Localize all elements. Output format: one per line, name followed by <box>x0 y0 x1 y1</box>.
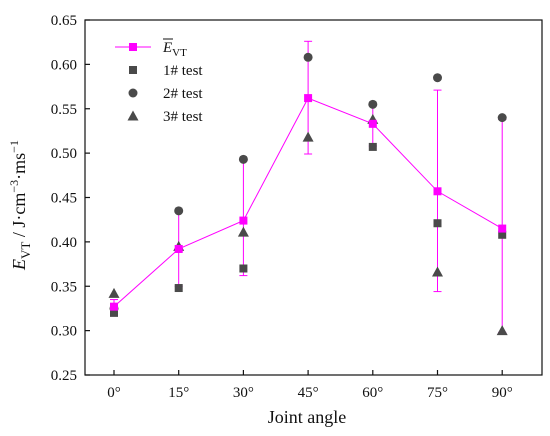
x-tick-label: 45° <box>298 385 319 401</box>
y-axis-label-sub: VT <box>18 242 33 259</box>
legend: EVT 1# test 2# test 3# test <box>115 38 203 125</box>
x-tick-label: 30° <box>233 385 254 401</box>
test-2-point <box>433 73 442 83</box>
test-3-point <box>302 131 314 142</box>
mean-point <box>110 302 118 311</box>
y-tick-label: 0.25 <box>51 368 77 384</box>
test-3-point <box>432 266 443 277</box>
test-3-point <box>108 287 120 298</box>
test-1-point <box>368 142 377 151</box>
y-tick-label: 0.35 <box>51 279 77 295</box>
test-2-point <box>238 154 248 164</box>
mean-point <box>174 244 183 253</box>
y-tick-label: 0.65 <box>51 13 77 29</box>
x-tick-label: 0° <box>107 385 121 401</box>
legend-label: 2# test <box>163 86 203 102</box>
test-3-point <box>496 325 508 336</box>
legend-label: 3# test <box>163 109 203 125</box>
y-axis-label-exp2: −1 <box>7 140 21 153</box>
mean-point <box>304 94 313 103</box>
mean-point <box>239 216 248 225</box>
x-axis-label: Joint angle <box>268 407 347 427</box>
y-axis-label-base: E <box>9 259 29 271</box>
test-1-point <box>433 219 442 228</box>
y-tick-label: 0.60 <box>51 57 77 73</box>
legend-marker <box>129 43 137 51</box>
test-1-point <box>239 264 248 273</box>
legend-label: 1# test <box>163 63 203 79</box>
plot-frame <box>84 19 543 376</box>
y-tick-label: 0.45 <box>51 191 77 207</box>
legend-marker <box>128 88 138 98</box>
y-tick-label: 0.55 <box>51 102 77 118</box>
test-2-point <box>368 99 378 109</box>
test-2-point <box>174 206 184 216</box>
test-3-point <box>237 226 249 237</box>
legend-marker <box>129 66 137 74</box>
x-tick-label: 75° <box>427 385 448 401</box>
legend-marker <box>127 110 139 121</box>
y-tick-label: 0.50 <box>51 146 77 162</box>
plot-area: 0.25 0.30 0.35 0.40 0.45 0.50 0.55 0.60 0.65 0° 15… <box>51 13 543 401</box>
y-tick-label: 0.40 <box>51 235 77 251</box>
test-2-point <box>303 52 313 62</box>
x-tick-label: 15° <box>168 385 189 401</box>
test-2-point <box>497 113 507 123</box>
mean-point <box>498 224 507 233</box>
y-axis-label-units: / J·cm <box>9 193 29 242</box>
legend-label: EVT <box>162 40 187 59</box>
y-axis-label-mid: ·ms <box>9 153 29 180</box>
test-1-point <box>498 230 507 239</box>
y-axis-label: EVT / J·cm−3·ms−1 <box>7 140 33 271</box>
x-tick-label: 60° <box>362 385 383 401</box>
mean-point <box>368 119 377 128</box>
mean-point <box>433 187 442 196</box>
x-tick-label: 90° <box>492 385 513 401</box>
y-axis-label-exp1: −3 <box>7 180 21 193</box>
y-tick-label: 0.30 <box>51 324 77 340</box>
test-1-point <box>174 284 183 293</box>
